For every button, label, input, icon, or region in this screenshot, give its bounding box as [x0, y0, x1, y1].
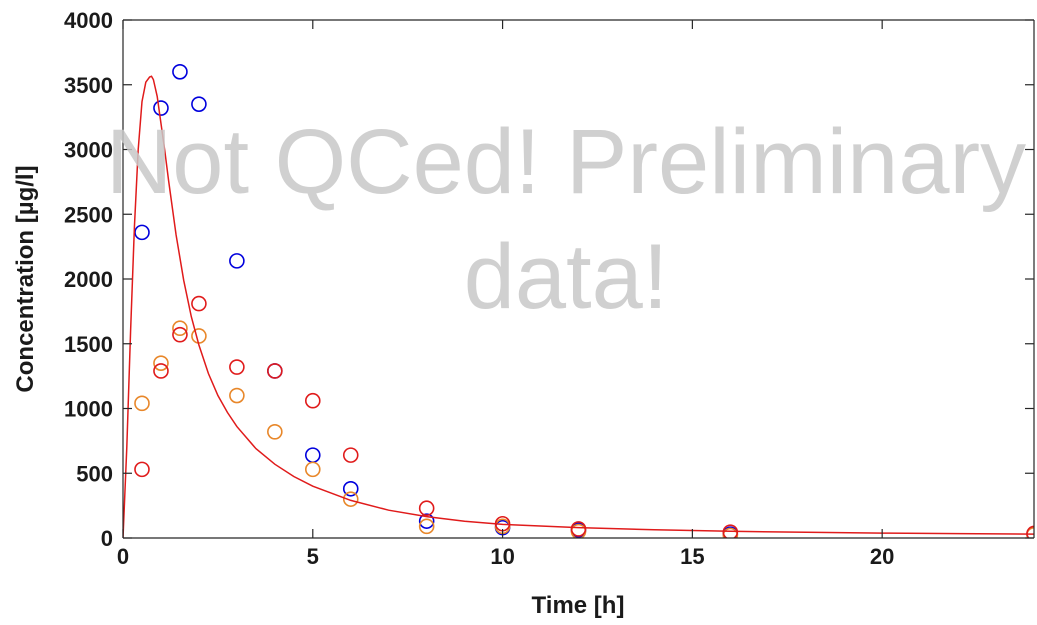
y-tick-label: 3000: [64, 138, 113, 163]
data-point-series-1: [229, 253, 245, 269]
data-point-series-1: [342, 480, 359, 497]
y-tick-label: 0: [101, 526, 113, 551]
y-tick-label: 4000: [64, 8, 113, 33]
data-point-series-3: [134, 461, 150, 478]
data-point-series-2: [418, 518, 435, 535]
watermark-line-2: data!: [464, 226, 669, 328]
y-tick-label: 500: [76, 461, 113, 486]
data-point-series-1: [172, 64, 188, 80]
data-marks: [123, 64, 1034, 538]
data-point-series-3: [418, 500, 435, 517]
x-tick-label: 20: [870, 544, 894, 569]
data-point-series-3: [191, 295, 207, 312]
data-point-series-3: [172, 326, 188, 343]
data-point-series-2: [229, 387, 245, 404]
data-point-series-1: [191, 96, 207, 112]
x-tick-label: 10: [490, 544, 514, 569]
data-point-series-1: [134, 224, 150, 241]
data-point-series-3: [229, 359, 245, 375]
data-point-series-2: [267, 424, 283, 440]
data-point-series-3: [153, 363, 169, 379]
y-tick-label: 1000: [64, 397, 113, 422]
x-tick-label: 0: [117, 544, 129, 569]
plot-area: [123, 20, 1034, 538]
data-point-series-3: [570, 521, 587, 537]
y-tick-label: 1500: [64, 332, 113, 357]
series-line-fit: [123, 75, 1034, 538]
y-tick-label: 2000: [64, 267, 113, 292]
data-point-series-2: [342, 491, 359, 507]
axes: 0 5 10 15 20 0 500 1000 1500 2000 2500 3000 3500 4000: [64, 8, 1035, 569]
x-tick-label: 5: [307, 544, 319, 569]
data-point-series-3: [267, 363, 283, 379]
x-axis-title: Time [h]: [532, 592, 625, 619]
data-point-series-3: [342, 447, 359, 463]
data-point-series-3: [722, 524, 739, 538]
watermark-line-1: Not QCed! Preliminary: [106, 111, 1026, 213]
x-tick-label: 15: [680, 544, 704, 569]
y-tick-label: 2500: [64, 202, 113, 227]
y-axis-title: Concentration [µg/l]: [12, 165, 39, 392]
data-point-series-2: [134, 395, 150, 412]
data-point-series-2: [153, 355, 169, 371]
data-point-series-2: [304, 461, 321, 478]
data-point-series-2: [172, 320, 188, 337]
y-tick-label: 3500: [64, 73, 113, 98]
data-point-series-3: [304, 392, 321, 409]
data-point-series-1: [153, 100, 169, 116]
watermark: Not QCed! Preliminary data!: [106, 111, 1026, 328]
data-point-series-1: [418, 513, 435, 529]
plot-background: [123, 20, 1034, 538]
